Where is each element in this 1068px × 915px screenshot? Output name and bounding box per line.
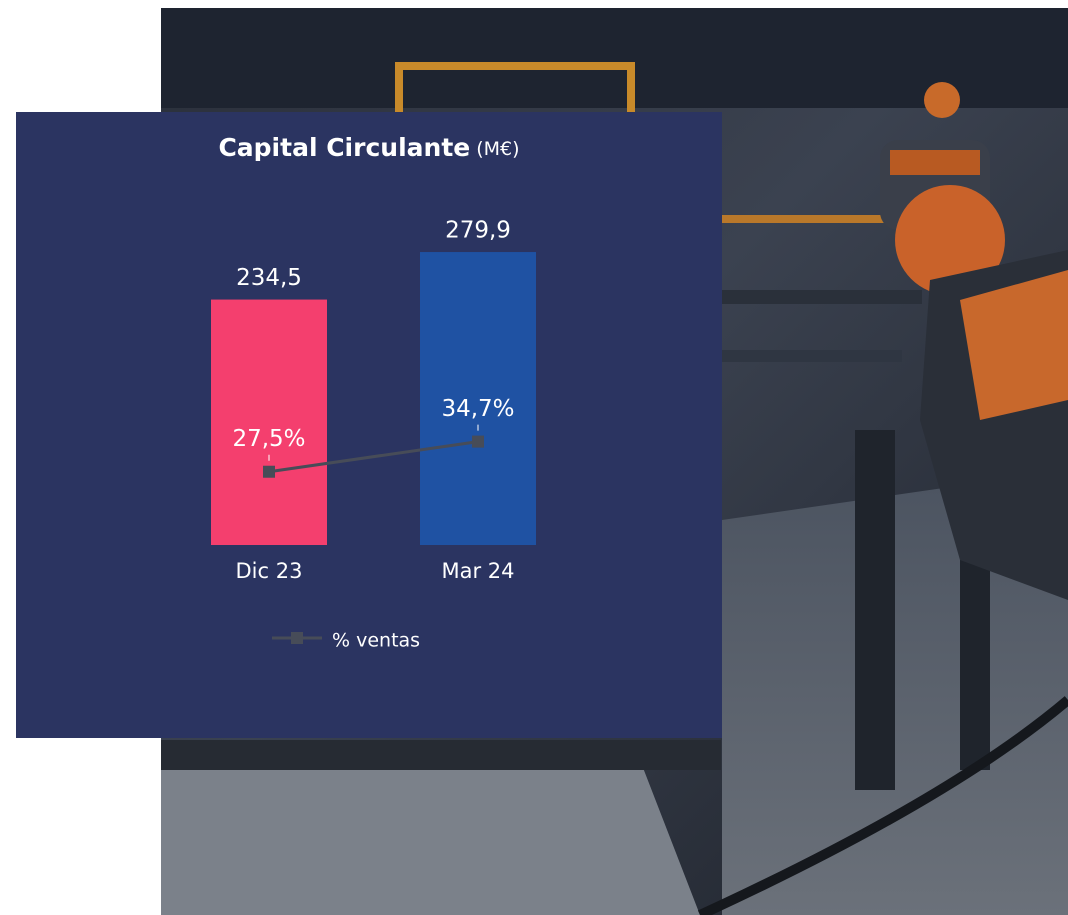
- x-tick-label: Dic 23: [236, 559, 303, 583]
- bar: [211, 299, 327, 545]
- title-unit: (M€): [476, 138, 519, 160]
- x-tick-label: Mar 24: [441, 559, 514, 583]
- legend-marker: [291, 632, 303, 644]
- line-series: [268, 440, 479, 474]
- bar: [420, 252, 536, 545]
- line-marker: [263, 465, 275, 478]
- line-value-label: 34,7%: [441, 396, 514, 422]
- line-marker: [472, 435, 484, 448]
- bar-value-label: 234,5: [236, 265, 302, 291]
- title-text: Capital Circulante: [218, 133, 470, 162]
- chart-title: Capital Circulante (M€): [218, 133, 519, 162]
- chart-panel: [16, 112, 722, 738]
- line-value-label: 27,5%: [232, 426, 305, 452]
- bar-value-label: 279,9: [445, 218, 511, 244]
- legend-label: % ventas: [332, 630, 420, 652]
